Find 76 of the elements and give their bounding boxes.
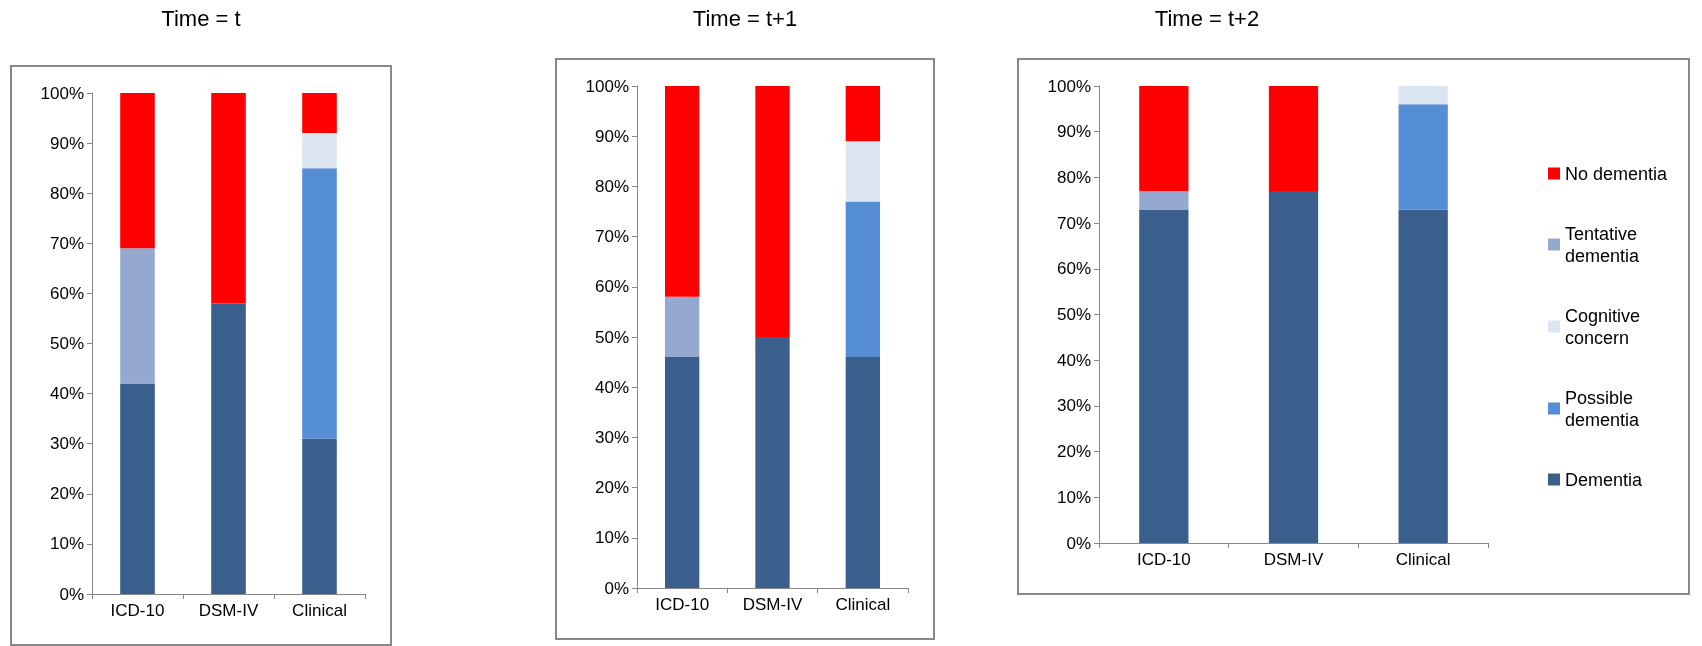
bar — [1398, 209, 1448, 543]
y-tick-label: 30% — [1056, 396, 1091, 416]
x-tick-label: DSM-IV — [198, 601, 259, 620]
legend-label: Possible dementia — [1565, 387, 1641, 430]
y-tick-label: 90% — [1056, 122, 1091, 142]
chart-title: Time = t+1 — [691, 6, 799, 32]
x-tick-label: ICD-10 — [1136, 550, 1191, 569]
bar — [1268, 86, 1319, 192]
y-tick-label: 20% — [49, 484, 84, 504]
y-tick-label: 90% — [594, 126, 629, 146]
y-tick-label: 0% — [604, 578, 629, 598]
bar — [1398, 104, 1448, 210]
bar — [302, 438, 337, 594]
y-tick-label: 90% — [49, 133, 84, 153]
x-tick-label: ICD-10 — [655, 595, 710, 614]
y-tick-label: 30% — [49, 434, 84, 454]
bar — [755, 86, 790, 337]
y-tick-label: 100% — [1047, 76, 1091, 96]
bar — [845, 201, 880, 358]
y-tick-label: 40% — [49, 384, 84, 404]
legend-label: No dementia — [1565, 163, 1669, 184]
y-tick-label: 50% — [1056, 305, 1091, 324]
y-tick-label: 0% — [1066, 533, 1091, 553]
bar — [845, 86, 880, 142]
bar — [120, 248, 155, 384]
chart-title: Time = t — [160, 6, 242, 32]
bar — [302, 168, 337, 439]
bar — [1398, 86, 1448, 105]
y-tick-label: 40% — [1056, 350, 1091, 370]
legend-label: Cognitive concern — [1565, 305, 1646, 348]
bar — [665, 86, 700, 297]
y-tick-label: 70% — [594, 227, 629, 247]
y-tick-label: 70% — [49, 233, 84, 253]
y-tick-label: 60% — [49, 283, 84, 303]
chart-title: Time = t+2 — [1153, 6, 1261, 32]
bar — [211, 93, 246, 304]
y-tick-label: 40% — [594, 377, 629, 397]
bar — [302, 93, 337, 134]
bar — [302, 133, 337, 169]
bar — [120, 383, 155, 594]
bar — [1139, 209, 1189, 543]
y-tick-label: 0% — [59, 584, 84, 604]
y-tick-label: 50% — [594, 327, 629, 347]
x-tick-label: ICD-10 — [110, 601, 165, 620]
x-tick-label: Clinical — [1395, 550, 1451, 569]
bar — [1139, 191, 1189, 210]
y-tick-label: 10% — [594, 528, 629, 548]
y-tick-label: 50% — [49, 334, 84, 353]
y-tick-label: 100% — [40, 83, 84, 103]
y-tick-label: 10% — [1056, 487, 1091, 507]
y-tick-label: 60% — [1056, 259, 1091, 279]
bar — [1139, 86, 1189, 192]
bar — [845, 141, 880, 202]
x-tick-label: DSM-IV — [742, 595, 803, 614]
y-tick-label: 80% — [1056, 167, 1091, 187]
legend-label: Dementia — [1565, 469, 1644, 490]
y-tick-label: 30% — [594, 427, 629, 447]
x-tick-label: Clinical — [835, 595, 891, 614]
y-tick-label: 10% — [49, 534, 84, 554]
bar — [845, 357, 880, 588]
y-tick-label: 100% — [585, 76, 629, 96]
bar — [665, 357, 700, 588]
y-tick-label: 20% — [1056, 442, 1091, 462]
y-tick-label: 60% — [594, 277, 629, 297]
y-tick-label: 20% — [594, 478, 629, 498]
bar — [211, 303, 246, 594]
bar — [665, 296, 700, 358]
legend-label: Tentative dementia — [1565, 223, 1643, 266]
y-tick-label: 80% — [594, 176, 629, 196]
bar — [120, 93, 155, 249]
y-tick-label: 80% — [49, 183, 84, 203]
x-tick-label: Clinical — [292, 601, 347, 620]
x-tick-label: DSM-IV — [1263, 550, 1324, 569]
y-tick-label: 70% — [1056, 213, 1091, 233]
bar — [755, 337, 790, 588]
bar — [1268, 191, 1319, 543]
